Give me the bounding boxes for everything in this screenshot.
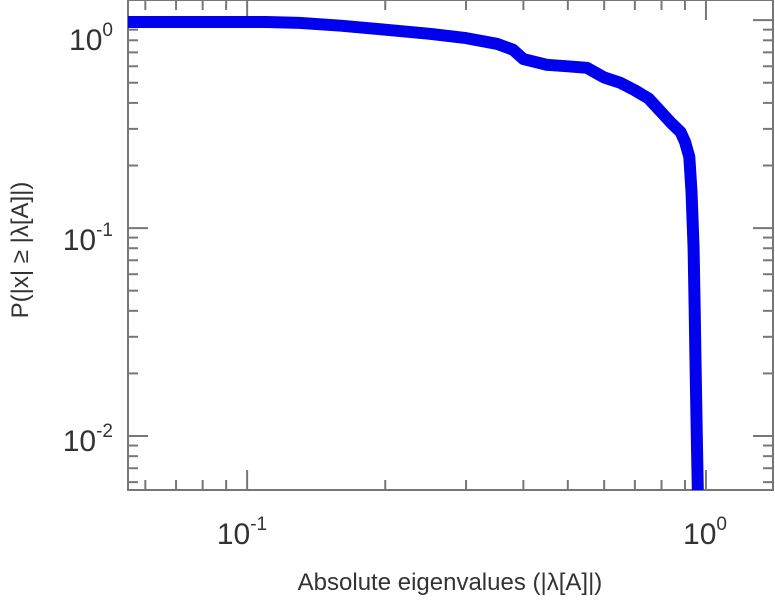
major-ticks xyxy=(128,0,773,490)
y-tick-label-2: 10-2 xyxy=(63,421,113,458)
x-tick-label-0: 10-1 xyxy=(217,514,267,551)
plot-frame xyxy=(127,0,774,491)
y-axis-label: P(|x| ≥ |λ[A]|) xyxy=(7,182,34,319)
series-line xyxy=(128,16,704,491)
x-tick-label-1: 100 xyxy=(683,514,727,551)
y-tick-label-1: 10-1 xyxy=(63,220,113,257)
minor-ticks xyxy=(128,0,773,490)
x-axis-label: Absolute eigenvalues (|λ[A]|) xyxy=(298,569,603,596)
y-tick-label-0: 100 xyxy=(69,20,113,57)
